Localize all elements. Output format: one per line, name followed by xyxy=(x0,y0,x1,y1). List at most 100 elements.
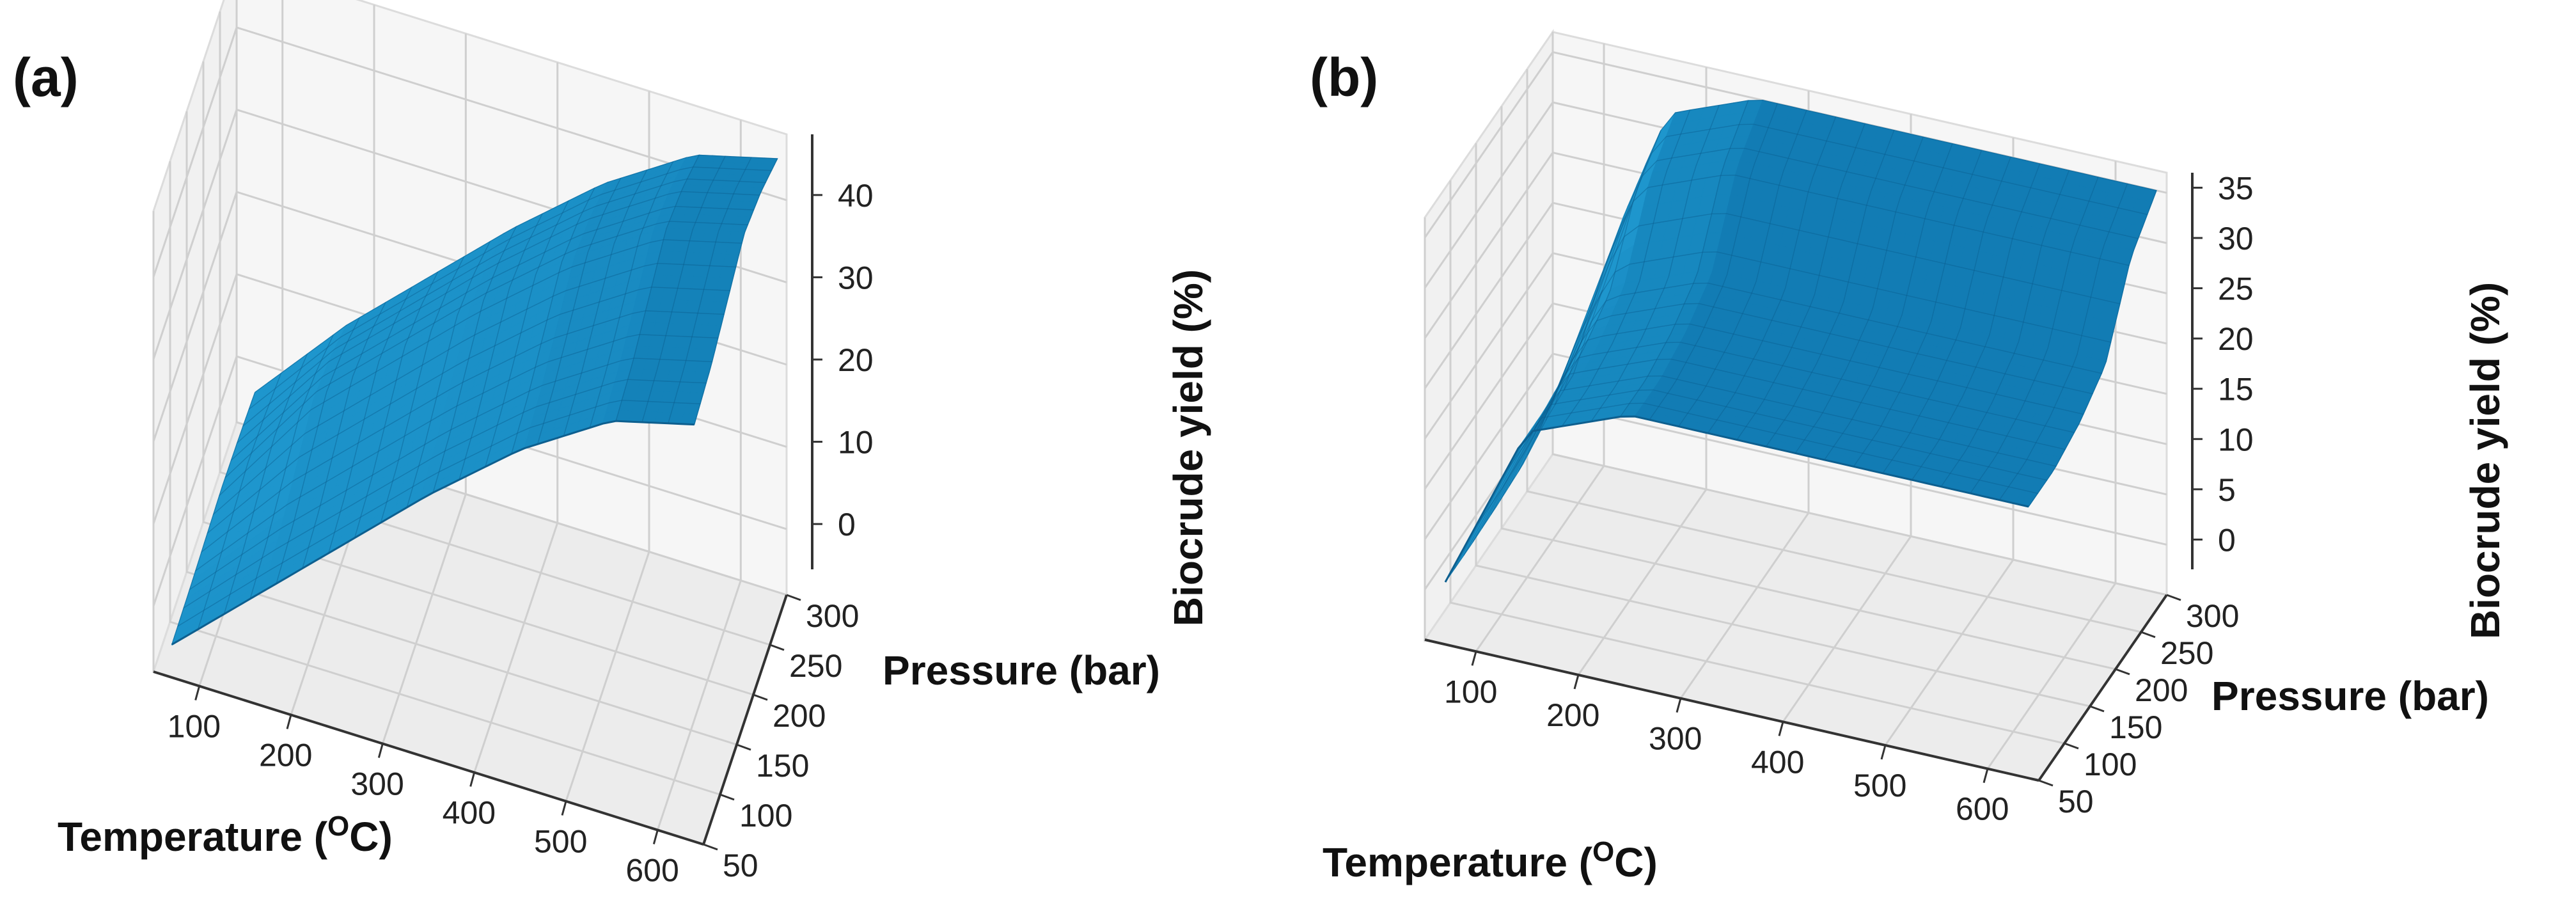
y-tick-label: 300 xyxy=(2186,598,2239,634)
panel-letter: (a) xyxy=(13,47,79,107)
surface-mesh-line xyxy=(1454,402,2038,569)
surface-mesh-line xyxy=(1445,374,1574,583)
surface-mesh-line xyxy=(1620,100,1749,417)
x-tick-label: 400 xyxy=(1751,744,1804,780)
surface-mesh-line xyxy=(1824,143,1953,461)
surface-mesh-line xyxy=(563,170,648,436)
z-tick-label: 20 xyxy=(2218,321,2254,357)
x-axis-label: Temperature (OC) xyxy=(58,811,393,860)
surface-mesh-line xyxy=(694,158,778,425)
surface-mesh-line xyxy=(1527,251,2111,455)
y-axis-label: Pressure (bar) xyxy=(883,647,1160,693)
x-tick-mark xyxy=(286,715,292,729)
surface-mesh-line xyxy=(237,191,760,443)
surface-mesh-line xyxy=(537,178,622,445)
surface-mesh-line xyxy=(248,166,772,410)
y-tick-mark xyxy=(2140,631,2156,638)
x-tick-mark xyxy=(561,801,567,816)
surface-mesh-line xyxy=(1573,99,2157,376)
x-axis-line xyxy=(1424,638,2039,782)
surface-mesh-line xyxy=(1564,123,2148,390)
surface-mesh-line xyxy=(589,161,673,428)
surface-mesh-line xyxy=(485,200,569,467)
x-tick-mark xyxy=(377,743,384,758)
x-axis-label: Temperature (OC) xyxy=(1323,836,1658,885)
y-gridline xyxy=(1526,69,2142,633)
y-axis-line xyxy=(702,594,788,845)
surface-mesh-line xyxy=(1590,105,1720,422)
y-tick-mark xyxy=(2089,705,2105,713)
y-tick-mark xyxy=(719,793,735,801)
surface-mesh-line xyxy=(1853,150,1983,467)
surface-mesh-line xyxy=(1736,123,1865,440)
surface-mesh-line xyxy=(641,155,726,423)
surface-mesh-line xyxy=(1970,177,2099,494)
z-tick-label: 40 xyxy=(838,178,874,214)
z-tick-labels: 0 5 10 15 20 25 30 35 xyxy=(2192,170,2254,558)
surface-mesh-line xyxy=(380,256,465,523)
z-axis-label: Biocrude yield (%) xyxy=(1165,269,1211,626)
y-gridline xyxy=(219,12,771,646)
surface-front-edge xyxy=(1444,415,2029,583)
surface-mesh-line xyxy=(1678,110,1807,427)
x-tick-labels: 100 200 300 400 500 600 xyxy=(1444,651,2009,827)
x-tick-label: 100 xyxy=(1444,674,1497,709)
panel-letter: (b) xyxy=(1310,47,1378,107)
surface-mesh-line xyxy=(1940,170,2069,487)
z-tick-label: 10 xyxy=(838,425,874,461)
z-gridline xyxy=(152,355,787,606)
x-tick-label: 400 xyxy=(443,795,496,831)
y-tick-label: 50 xyxy=(723,848,758,883)
z-tick-label: 20 xyxy=(838,342,874,378)
y-tick-labels: 50 100 150 200 250 300 xyxy=(703,594,859,883)
surface-mesh-line xyxy=(1561,109,1691,427)
surface-mesh-line xyxy=(1545,175,2130,421)
surface-mesh-line xyxy=(1795,136,1924,454)
surface-mesh-line xyxy=(1536,213,2121,438)
surface-mesh-line xyxy=(177,399,701,627)
x-tick-label: 100 xyxy=(168,709,221,745)
y-tick-label: 150 xyxy=(756,748,809,784)
y-gridline xyxy=(169,161,721,796)
x-tick-mark xyxy=(194,686,201,700)
surface-mesh-line xyxy=(1472,375,2057,542)
z-tick-label: 0 xyxy=(838,507,856,542)
surface-mesh-line xyxy=(1532,130,1661,432)
surface-chart-a: 100 200 300 400 500 600 50 100 150 200 250 300 0 10 20… xyxy=(13,0,1211,889)
y-tick-mark xyxy=(703,843,718,851)
x-tick-mark xyxy=(1573,674,1580,690)
surface-mesh-line xyxy=(249,335,334,599)
x-tick-mark xyxy=(1676,698,1682,713)
surface-mesh-line xyxy=(1999,184,2128,500)
surface-mesh-line xyxy=(615,155,700,422)
y-tick-label: 200 xyxy=(2135,672,2188,708)
surface-mesh-line xyxy=(302,302,386,569)
chart-panel-a: 100 200 300 400 500 600 50 100 150 200 250 300 0 10 20… xyxy=(0,0,1279,902)
y-tick-mark xyxy=(736,743,751,751)
surface-mesh-line xyxy=(1766,130,1895,447)
surface-mesh-line xyxy=(1554,148,2139,406)
surface-mesh-line xyxy=(1474,290,1603,529)
surface xyxy=(171,154,778,645)
z-tick-label: 0 xyxy=(2218,522,2236,558)
y-tick-mark xyxy=(753,693,768,701)
y-tick-mark xyxy=(2038,779,2054,787)
surface-mesh-line xyxy=(219,239,742,496)
z-tick-label: 15 xyxy=(2218,372,2254,407)
surface-mesh-line xyxy=(406,241,491,508)
y-gridline xyxy=(185,111,737,746)
surface-mesh-line xyxy=(255,154,778,393)
y-tick-label: 200 xyxy=(773,698,826,734)
surface-mesh-line xyxy=(432,226,517,493)
z-axis-label: Biocrude yield (%) xyxy=(2462,282,2508,639)
y-tick-label: 100 xyxy=(2084,747,2137,782)
surface-mesh-line xyxy=(223,354,308,615)
surface-mesh-line xyxy=(213,262,736,515)
x-tick-label: 200 xyxy=(259,738,312,773)
y-gridline xyxy=(1449,180,2065,745)
z-tick-label: 10 xyxy=(2218,422,2254,457)
y-tick-label: 150 xyxy=(2109,709,2162,745)
y-gridline xyxy=(1500,106,2116,670)
surface-mesh-line xyxy=(183,379,707,608)
